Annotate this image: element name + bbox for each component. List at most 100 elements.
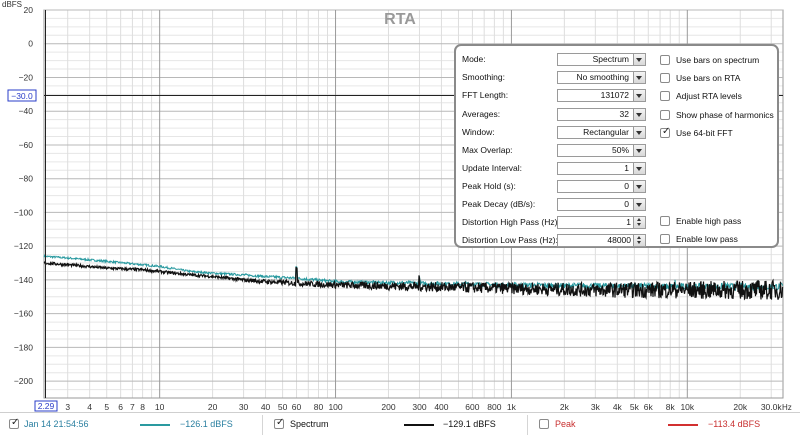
y-tick-label: −200: [14, 376, 33, 386]
chevron-down-icon[interactable]: [633, 145, 645, 156]
chevron-down-icon[interactable]: [633, 72, 645, 83]
y-tick-label: −80: [19, 174, 34, 184]
y-tick-label: −60: [19, 140, 34, 150]
x-tick-label: 30: [239, 402, 249, 412]
x-tick-label: 200: [381, 402, 395, 412]
x-tick-label: 300: [412, 402, 426, 412]
y-tick-label: 0: [28, 39, 33, 49]
x-tick-label: 4k: [613, 402, 623, 412]
chevron-down-icon[interactable]: [633, 163, 645, 174]
setting-label: Max Overlap:: [462, 145, 513, 155]
x-tick-label: 60: [292, 402, 302, 412]
peak-label: Peak: [555, 419, 576, 429]
setting-dropdown[interactable]: 1: [557, 162, 646, 175]
measurement-value: −126.1 dBFS: [180, 419, 233, 429]
setting-dropdown[interactable]: 131072: [557, 89, 646, 102]
spectrum-trace: [43, 260, 784, 301]
x-tick-label: 40: [261, 402, 271, 412]
series-lines: [43, 253, 784, 301]
peak-line-swatch: [668, 424, 698, 426]
chevron-down-icon[interactable]: [633, 127, 645, 138]
option-label: Adjust RTA levels: [676, 91, 742, 101]
option-checkbox[interactable]: [660, 216, 670, 226]
chevron-down-icon[interactable]: [633, 109, 645, 120]
x-tick-label: 6k: [644, 402, 654, 412]
option-checkbox[interactable]: [660, 234, 670, 244]
y-tick-label: −180: [14, 342, 33, 352]
spinner-arrows-icon[interactable]: [633, 235, 645, 246]
option-label: Show phase of harmonics: [676, 110, 774, 120]
setting-spinner[interactable]: 48000: [557, 234, 646, 247]
setting-label: Update Interval:: [462, 163, 523, 173]
y-axis-ticks: 20 0 −20 −40 −60 −80 −100 −120 −140 −160 −180 −200: [14, 5, 33, 386]
chevron-down-icon[interactable]: [633, 199, 645, 210]
x-tick-label: 7: [130, 402, 135, 412]
option-checkbox[interactable]: [660, 73, 670, 83]
setting-dropdown[interactable]: 32: [557, 108, 646, 121]
x-tick-label: 1k: [507, 402, 517, 412]
spinner-arrows-icon[interactable]: [633, 217, 645, 228]
chevron-down-icon[interactable]: [633, 90, 645, 101]
setting-dropdown[interactable]: 0: [557, 180, 646, 193]
setting-value: 32: [619, 109, 629, 119]
x-tick-label: 10k: [680, 402, 694, 412]
option-checkbox[interactable]: [660, 110, 670, 120]
setting-label: Peak Hold (s):: [462, 181, 516, 191]
x-tick-label: 5k: [630, 402, 640, 412]
x-cursor-box: [34, 400, 58, 412]
x-tick-label: 50: [278, 402, 288, 412]
setting-label: Distortion High Pass (Hz):: [462, 217, 560, 227]
x-tick-label: 8k: [666, 402, 676, 412]
x-tick-label: 400: [434, 402, 448, 412]
setting-dropdown[interactable]: 50%: [557, 144, 646, 157]
setting-value: Spectrum: [592, 54, 629, 64]
spectrum-checkbox[interactable]: [274, 417, 284, 429]
setting-label: Smoothing:: [462, 72, 505, 82]
setting-value: 1: [624, 163, 629, 173]
y-tick-label: −100: [14, 207, 33, 217]
option-label: Enable high pass: [676, 216, 742, 226]
spectrum-value: −129.1 dBFS: [443, 419, 496, 429]
x-tick-label: 100: [328, 402, 342, 412]
spectrum-label: Spectrum: [290, 419, 329, 429]
y-tick-label: −160: [14, 309, 33, 319]
y-cursor-box: [7, 89, 37, 102]
x-tick-label: 8: [140, 402, 145, 412]
setting-label: Window:: [462, 127, 495, 137]
x-tick-label: 800: [487, 402, 501, 412]
setting-label: Distortion Low Pass (Hz):: [462, 235, 558, 245]
setting-label: Peak Decay (dB/s):: [462, 199, 536, 209]
option-checkbox[interactable]: [660, 55, 670, 65]
y-tick-label: −120: [14, 241, 33, 251]
y-tick-label: −20: [19, 72, 34, 82]
legend-bar: Jan 14 21:54:56 −126.1 dBFS Spectrum −12…: [0, 412, 800, 437]
setting-dropdown[interactable]: 0: [557, 198, 646, 211]
x-tick-label: 80: [314, 402, 324, 412]
y-unit-label: dBFS: [2, 0, 22, 9]
chevron-down-icon[interactable]: [633, 54, 645, 65]
setting-value: 0: [624, 199, 629, 209]
setting-value: 0: [624, 181, 629, 191]
x-axis-ticks: 3 4 5 6 7 8 10 20 30 40 50 60 80 100 200 300 400 600 800 1k…: [65, 402, 782, 412]
setting-dropdown[interactable]: Rectangular: [557, 126, 646, 139]
x-unit-label: Hz: [782, 403, 792, 412]
option-label: Enable low pass: [676, 234, 738, 244]
option-checkbox[interactable]: [660, 91, 670, 101]
option-label: Use bars on RTA: [676, 73, 741, 83]
peak-value: −113.4 dBFS: [708, 419, 761, 429]
setting-value: Rectangular: [583, 127, 629, 137]
setting-label: Averages:: [462, 109, 501, 119]
option-checkbox[interactable]: [660, 126, 670, 138]
measurement-checkbox[interactable]: [9, 417, 19, 429]
setting-dropdown[interactable]: Spectrum: [557, 53, 646, 66]
x-tick-label: 30.0k: [761, 402, 783, 412]
setting-dropdown[interactable]: No smoothing: [557, 71, 646, 84]
x-tick-label: 20: [208, 402, 218, 412]
setting-spinner[interactable]: 1: [557, 216, 646, 229]
x-tick-label: 3k: [591, 402, 601, 412]
x-tick-label: 5: [104, 402, 109, 412]
peak-checkbox[interactable]: [539, 419, 549, 429]
y-tick-label: −40: [19, 106, 34, 116]
measurement-line-swatch: [140, 424, 170, 426]
chevron-down-icon[interactable]: [633, 181, 645, 192]
